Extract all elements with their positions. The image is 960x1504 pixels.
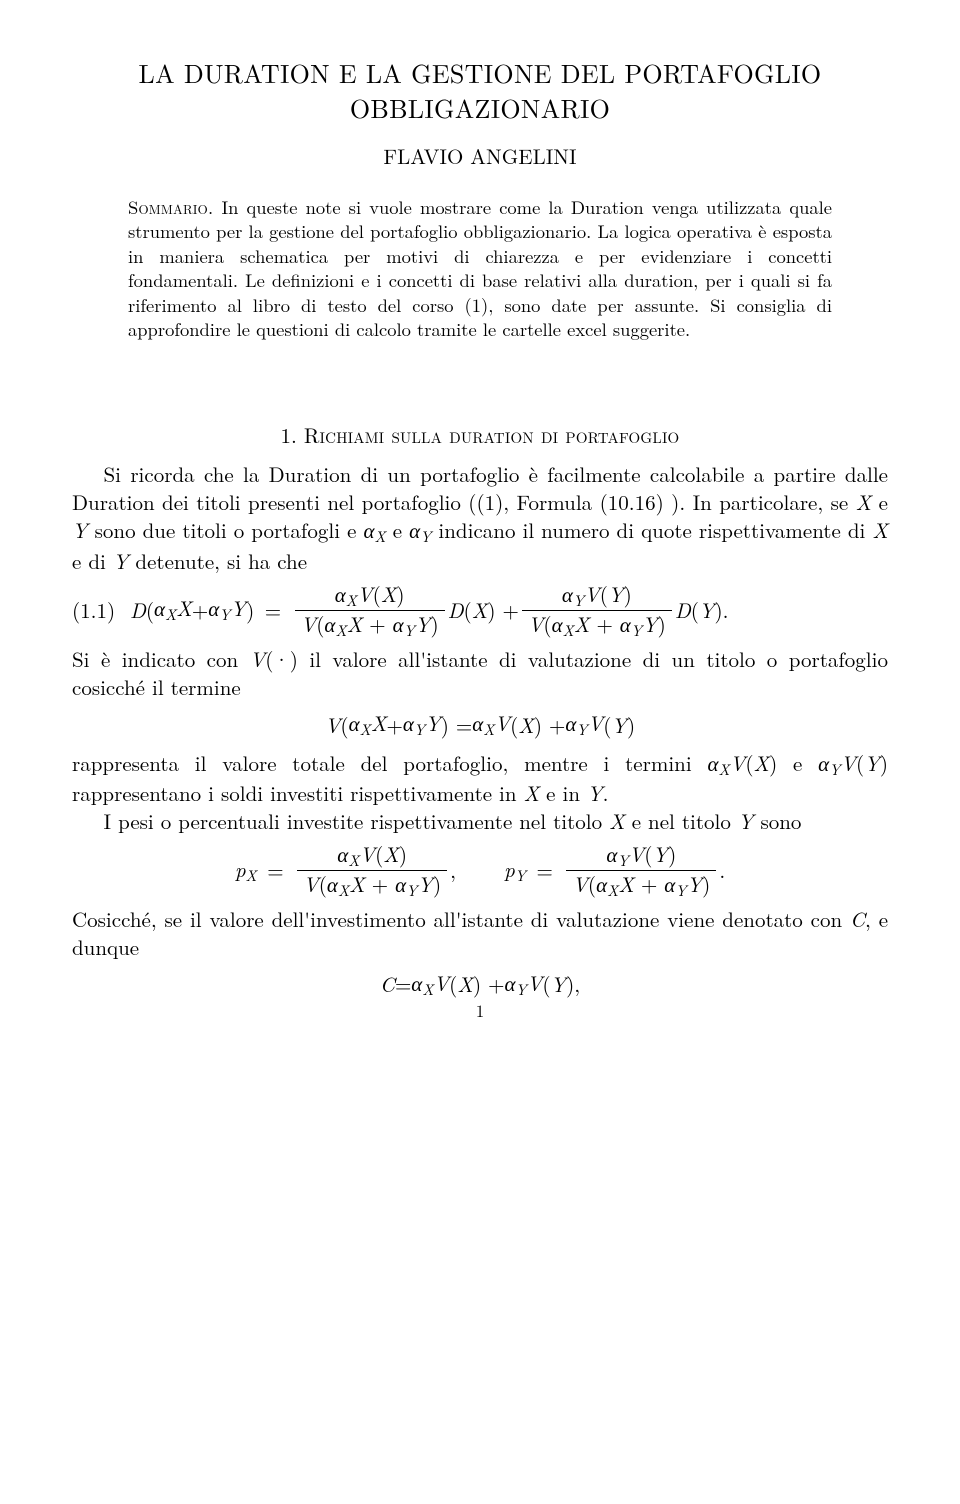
p1-text-a: Si ricorda che la Duration di un portafo…: [72, 459, 888, 517]
section-1-title: 1. Richiami sulla duration di portafogli…: [72, 422, 888, 450]
equation-3-body: pX = αXV(X) V(αXX + αYY) , pY = αYV(Y) V…: [72, 842, 888, 900]
math-alphaY: αY: [409, 515, 431, 545]
p1-text-e: indicano il numero di quote rispettivame…: [431, 515, 872, 545]
p5-text-a: Cosicché, se il valore dell'investimento…: [72, 904, 850, 934]
p1-text-f: e di: [72, 546, 113, 576]
section-1-number: 1.: [281, 420, 297, 450]
math-X: X: [856, 487, 872, 517]
abstract: Sommario. In queste note si vuole mostra…: [128, 195, 832, 341]
paragraph-4: I pesi o percentuali investite rispettiv…: [72, 808, 888, 836]
paragraph-3: rappresenta il valore totale del portafo…: [72, 750, 888, 808]
math-X-2: X: [872, 515, 888, 545]
p1-text-g: detenute, si ha che: [128, 546, 307, 576]
p1-text-d: e: [386, 515, 409, 545]
math-alphaX: αX: [363, 515, 385, 545]
p3-text-e: .: [603, 778, 609, 808]
p3-text-d: e in: [539, 778, 587, 808]
math-Y-4: Y: [738, 806, 754, 836]
math-C: C: [850, 904, 865, 934]
math-Y-3: Y: [587, 778, 603, 808]
paragraph-2: Si è indicato con V(·) il valore all'ist…: [72, 646, 888, 702]
equation-4: C = αXV(X) + αYV(Y),: [72, 968, 888, 1002]
equation-2-body: V(αXX + αYY) = αXV(X) + αYV(Y): [72, 710, 888, 740]
math-Vdot: V: [250, 644, 266, 674]
equation-1-1-body: D(αXX + αYY) = αXV(X) V(αXX + αYY) D(X) …: [128, 582, 888, 640]
math-aYVY: αYV: [818, 748, 856, 778]
math-X-4: X: [609, 806, 625, 836]
equation-1-1: (1.1) D(αXX + αYY) = αXV(X) V(αXX + αYY)…: [72, 582, 888, 640]
section-1-name: Richiami sulla duration di portafoglio: [304, 420, 680, 450]
p3-text-c: rappresentano i soldi investiti rispetti…: [72, 778, 524, 808]
equation-2: V(αXX + αYY) = αXV(X) + αYV(Y): [72, 708, 888, 744]
p4-text-a: I pesi o percentuali investite rispettiv…: [104, 806, 610, 836]
document-title: LA DURATION E LA GESTIONE DEL PORTAFOGLI…: [72, 56, 888, 125]
p1-text-c: sono due titoli o portafogli e: [88, 515, 364, 545]
p4-text-b: e nel titolo: [625, 806, 738, 836]
math-Y-2: Y: [113, 546, 129, 576]
math-aXVX: αXV: [707, 748, 745, 778]
math-Y: Y: [72, 515, 88, 545]
page: LA DURATION E LA GESTIONE DEL PORTAFOGLI…: [0, 0, 960, 1504]
abstract-text: In queste note si vuole mostrare come la…: [128, 194, 832, 342]
title-line-2: OBBLIGAZIONARIO: [350, 89, 610, 126]
title-line-1: LA DURATION E LA GESTIONE DEL PORTAFOGLI…: [139, 54, 822, 91]
paragraph-5: Cosicché, se il valore dell'investimento…: [72, 906, 888, 962]
p1-text-b: e: [871, 487, 888, 517]
equation-1-1-label: (1.1): [72, 597, 128, 625]
paragraph-1: Si ricorda che la Duration di un portafo…: [72, 461, 888, 575]
abstract-label: Sommario.: [128, 194, 213, 220]
p2-text-a: Si è indicato con: [72, 644, 250, 674]
equation-3: pX = αXV(X) V(αXX + αYY) , pY = αYV(Y) V…: [72, 842, 888, 900]
page-number: 1: [72, 1002, 888, 1019]
author: FLAVIO ANGELINI: [72, 143, 888, 171]
p3-text-a: rappresenta il valore totale del portafo…: [72, 748, 707, 778]
math-X-3: X: [524, 778, 540, 808]
p3-text-b: e: [777, 748, 818, 778]
p4-text-c: sono: [753, 806, 801, 836]
equation-4-body: C = αXV(X) + αYV(Y),: [72, 970, 888, 1000]
